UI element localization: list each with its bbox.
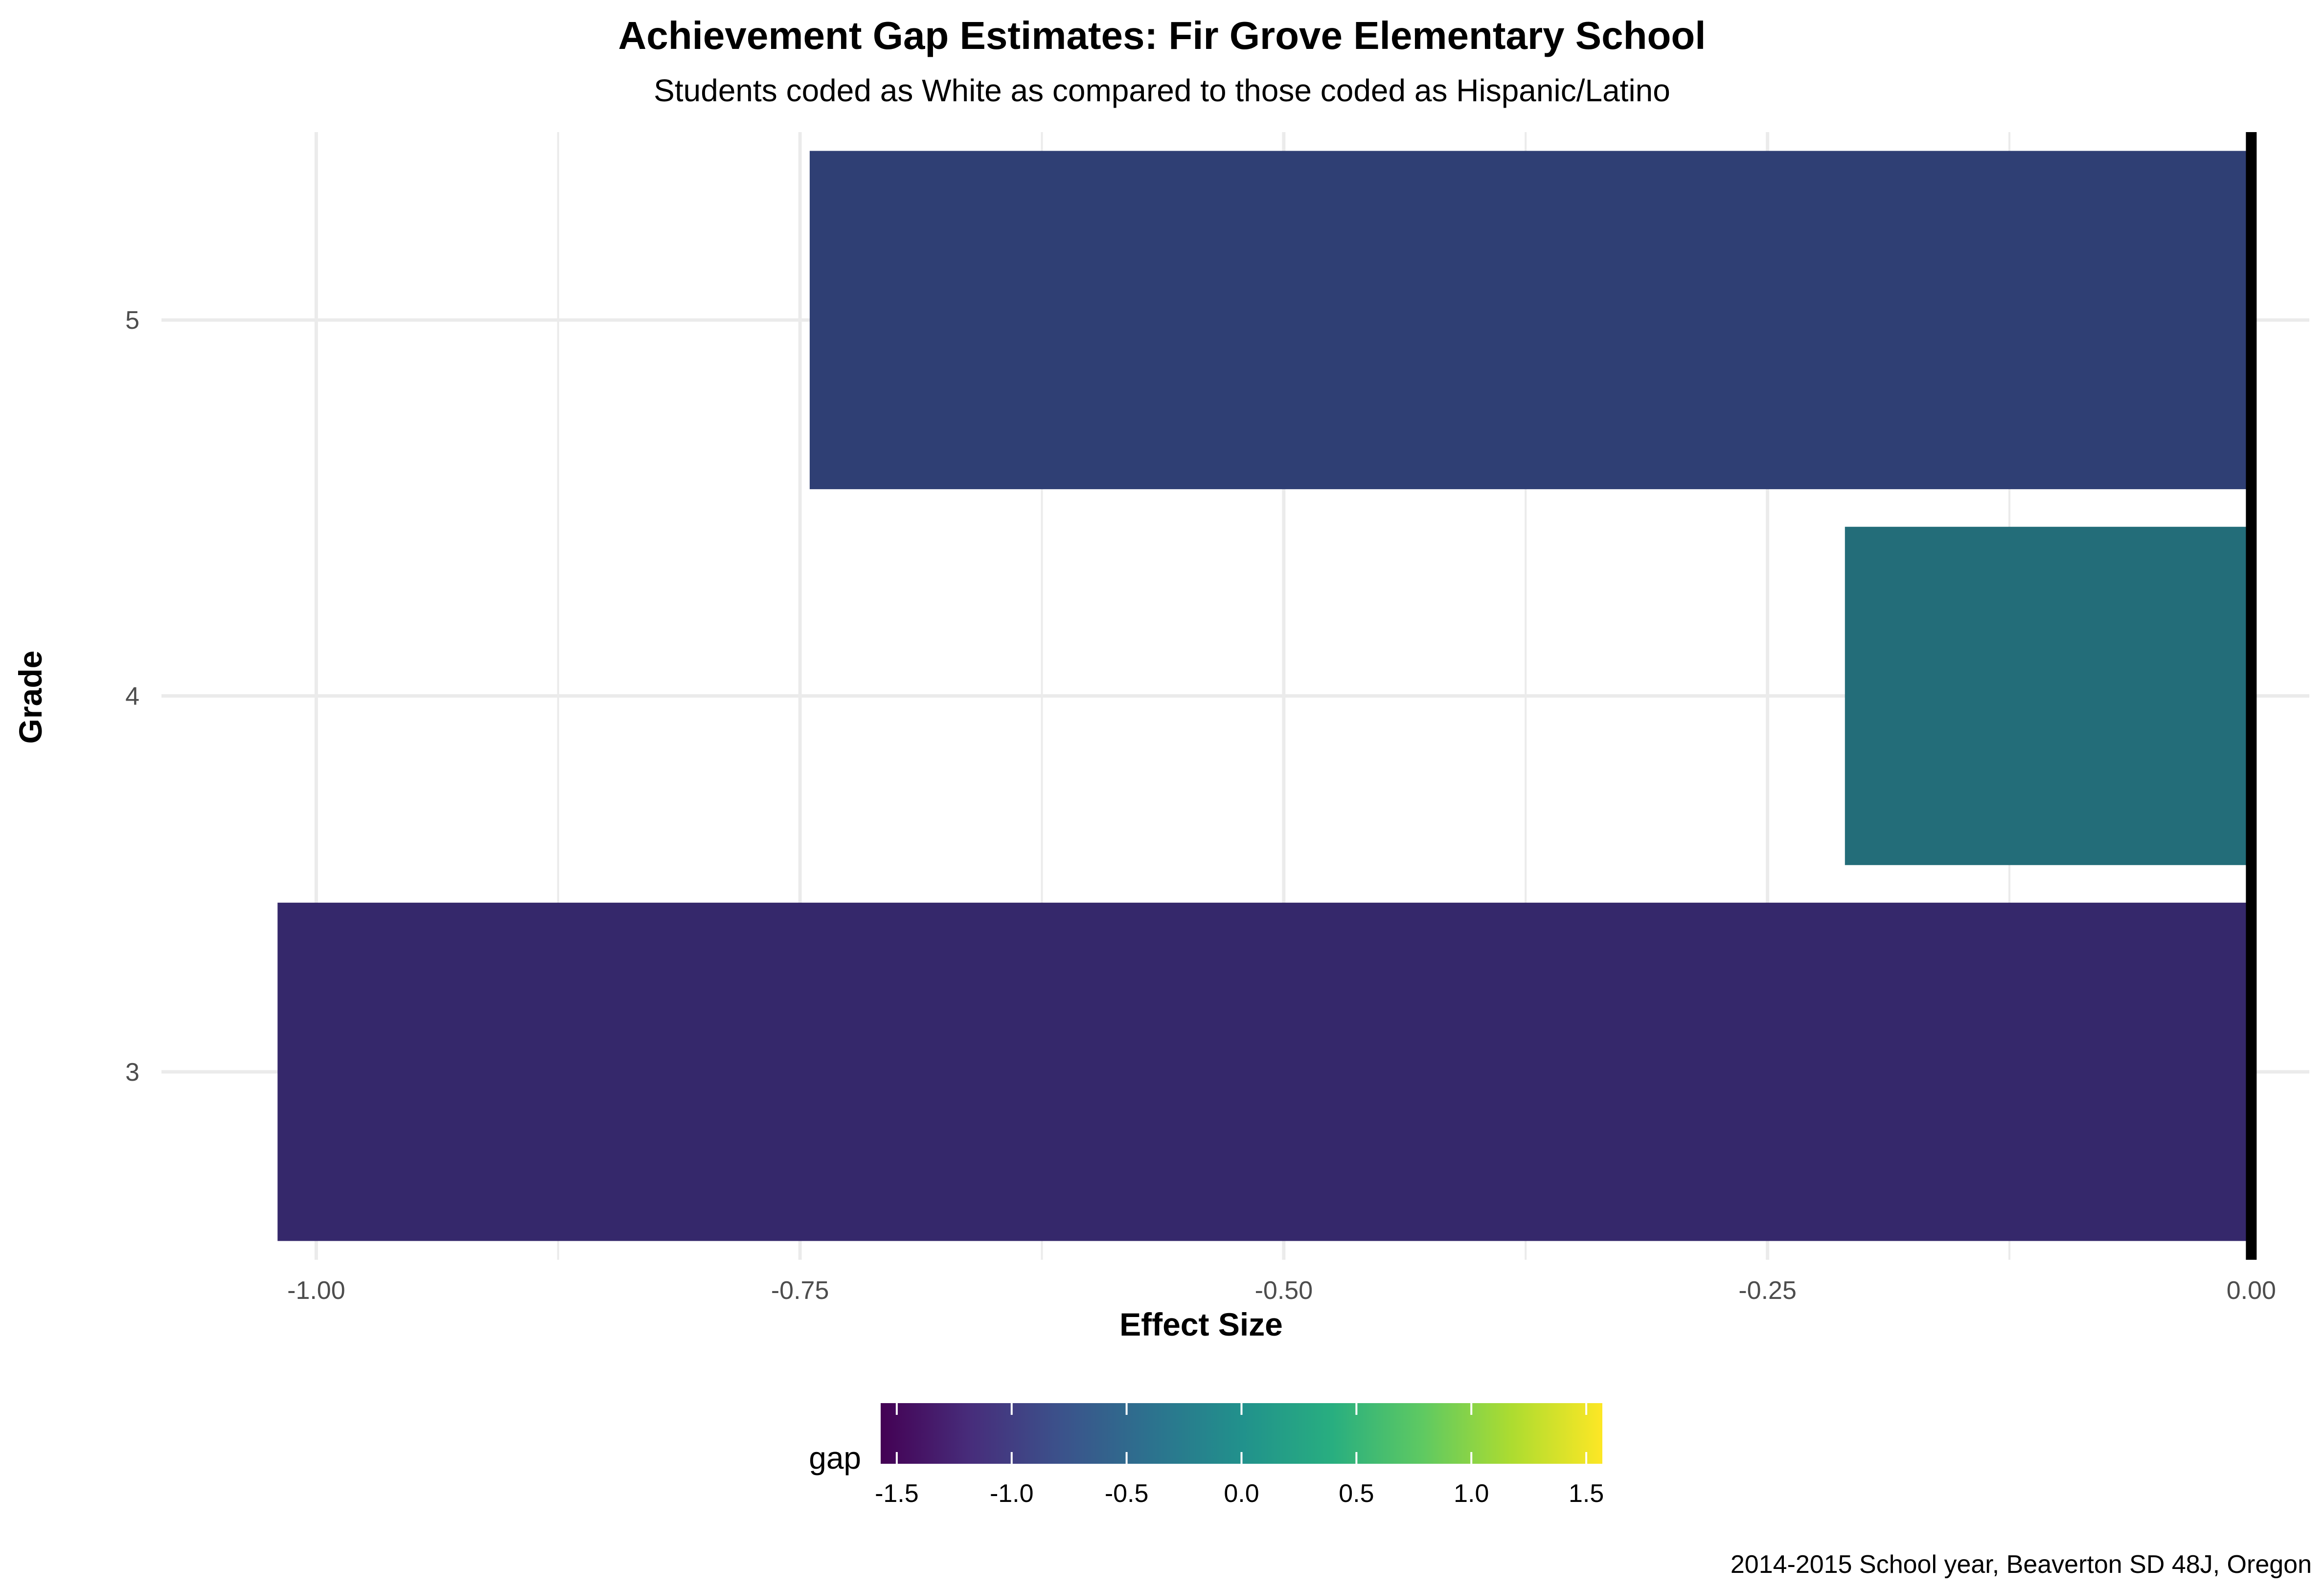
bar-grade-3	[277, 903, 2252, 1241]
legend-title: gap	[809, 1440, 861, 1476]
bar-grade-5	[809, 151, 2252, 489]
y-tick-label: 5	[125, 306, 139, 335]
x-axis-title: Effect Size	[1119, 1306, 1283, 1342]
y-tick-label: 4	[125, 682, 139, 711]
colorbar-tick-label: -1.0	[990, 1479, 1034, 1508]
x-tick-label: -0.25	[1738, 1276, 1797, 1305]
chart-subtitle: Students coded as White as compared to t…	[654, 73, 1670, 108]
y-tick-label: 3	[125, 1058, 139, 1087]
x-tick-labels: -1.00 -0.75 -0.50 -0.25 0.00	[287, 1276, 2276, 1305]
x-tick-label: -0.50	[1255, 1276, 1313, 1305]
bar-grade-4	[1845, 526, 2252, 865]
chart-caption: 2014-2015 School year, Beaverton SD 48J,…	[1731, 1550, 2312, 1579]
colorbar-tick-label: 0.5	[1339, 1479, 1374, 1508]
chart-title: Achievement Gap Estimates: Fir Grove Ele…	[618, 14, 1706, 57]
colorbar-tick-label: 0.0	[1224, 1479, 1259, 1508]
colorbar-ticks: -1.5 -1.0 -0.5 0.0 0.5 1.0 1.5	[875, 1403, 1604, 1508]
x-tick-label: -1.00	[287, 1276, 345, 1305]
colorbar-tick-label: 1.5	[1569, 1479, 1604, 1508]
colorbar-tick-label: -1.5	[875, 1479, 919, 1508]
colorbar-tick-label: -0.5	[1105, 1479, 1149, 1508]
x-tick-label: -0.75	[771, 1276, 829, 1305]
colorbar-tick-label: 1.0	[1454, 1479, 1489, 1508]
bars-layer	[277, 151, 2252, 1241]
x-tick-label: 0.00	[2227, 1276, 2276, 1305]
y-tick-labels: 3 4 5	[125, 306, 139, 1087]
y-axis-title: Grade	[12, 651, 48, 744]
colorbar-legend: gap -1.5 -1.0 -0.5 0.0 0.5 1.0 1.5	[809, 1403, 1604, 1508]
